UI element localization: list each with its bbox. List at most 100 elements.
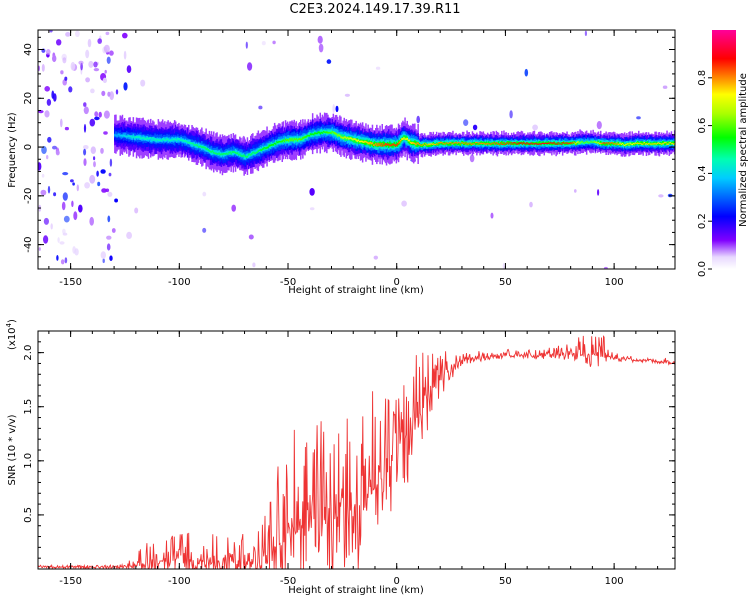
ridge-cell — [451, 141, 453, 144]
ridge-cell — [370, 142, 373, 145]
ridge-cell — [494, 142, 497, 145]
ridge-cell — [461, 141, 464, 144]
ridge-cell — [593, 141, 595, 143]
noise-blob — [62, 192, 68, 201]
colorbar-ticks: 0.0 0.2 0.4 0.6 0.8 — [697, 70, 712, 277]
ridge-cell — [576, 142, 578, 144]
ridge-cell — [612, 142, 614, 144]
ridge-cell — [246, 155, 249, 158]
noise-blob — [70, 61, 76, 71]
ridge-cell — [551, 142, 553, 146]
colorbar-tick-label: 0.2 — [697, 213, 708, 229]
ridge-cell — [382, 141, 385, 147]
ridge-cell — [421, 144, 424, 148]
ridge-cell — [575, 143, 577, 145]
ridge-cell — [157, 139, 160, 141]
noise-blob — [597, 189, 600, 196]
ridge-cell — [528, 142, 530, 145]
ridge-cell — [266, 146, 268, 149]
noise-blob — [52, 145, 57, 150]
ridge-cell — [590, 140, 592, 143]
ridge-cell — [443, 143, 445, 145]
noise-blob — [596, 121, 602, 130]
ridge-cell — [311, 133, 314, 135]
ridge-cell — [154, 138, 156, 142]
noise-blob — [63, 215, 70, 223]
ridge-cell — [347, 137, 350, 140]
ridge-cell — [591, 141, 593, 143]
ridge-cell — [127, 135, 129, 137]
ridge-cell — [621, 143, 624, 144]
ridge-cell — [322, 130, 325, 133]
noise-blob — [103, 131, 108, 135]
ridge-cell — [214, 150, 216, 155]
ridge-cell — [476, 141, 478, 143]
ridge-cell — [178, 138, 180, 143]
ridge-cell — [667, 141, 669, 145]
noise-blob — [89, 216, 94, 226]
ridge-cell — [373, 144, 376, 146]
ridge-cell — [295, 138, 298, 143]
ridge-cell — [622, 142, 625, 146]
ridge-cell — [601, 140, 603, 145]
ridge-cell — [393, 144, 395, 146]
ridge-cell — [359, 140, 362, 143]
ridge-cell — [616, 143, 618, 146]
noise-blob — [326, 59, 332, 64]
ridge-cell — [580, 141, 582, 143]
ridge-cell — [557, 142, 560, 145]
ridge-cell — [429, 144, 431, 146]
ridge-cell — [544, 143, 547, 144]
snr-exponent-base: (x10 — [7, 327, 18, 350]
ridge-cell — [468, 142, 470, 144]
ridge-cell — [666, 141, 668, 144]
ridge-cell — [494, 143, 497, 145]
ridge-cell — [542, 142, 544, 147]
ridge-cell — [570, 142, 573, 144]
noise-blob — [46, 155, 49, 160]
ridge-cell — [456, 142, 458, 144]
ridge-cell — [153, 136, 155, 141]
ridge-cell — [435, 143, 438, 145]
noise-blob — [90, 88, 95, 94]
ridge-cell — [640, 143, 642, 145]
ridge-cell — [602, 142, 604, 146]
ridge-cell — [273, 142, 276, 147]
ridge-cell — [401, 138, 403, 140]
ridge-cell — [664, 142, 666, 143]
ridge-cell — [159, 139, 162, 141]
ridge-cell — [152, 137, 154, 140]
ridge-cell — [143, 137, 145, 140]
ridge-cell — [186, 139, 189, 144]
ridge-cell — [579, 142, 581, 144]
x-tick-label: -150 — [59, 576, 82, 587]
ridge-cell — [513, 143, 515, 146]
ridge-cell — [180, 139, 182, 141]
ridge-cell — [403, 137, 405, 139]
x-tick-label: -50 — [280, 576, 296, 587]
ridge-cell — [651, 143, 653, 145]
ridge-cell — [606, 142, 608, 146]
ridge-cell — [131, 136, 133, 139]
ridge-cell — [282, 139, 285, 142]
noise-blob — [94, 116, 100, 121]
ridge-cell — [637, 141, 639, 144]
ridge-cell — [260, 149, 263, 152]
ridge-cell — [605, 142, 607, 146]
ridge-cell — [465, 141, 467, 145]
ridge-cell — [475, 142, 477, 146]
ridge-cell — [594, 142, 597, 143]
ridge-cell — [331, 130, 333, 133]
ridge-cell — [556, 143, 558, 145]
ridge-cell — [182, 139, 185, 142]
ridge-cell — [502, 143, 504, 145]
ridge-cell — [290, 139, 292, 142]
noise-blob — [57, 237, 60, 243]
ridge-cell — [492, 142, 494, 144]
ridge-cell — [301, 138, 303, 140]
ridge-cell — [216, 150, 218, 155]
ridge-cell — [379, 143, 381, 145]
ridge-cell — [577, 141, 579, 145]
ridge-cell — [644, 143, 647, 145]
